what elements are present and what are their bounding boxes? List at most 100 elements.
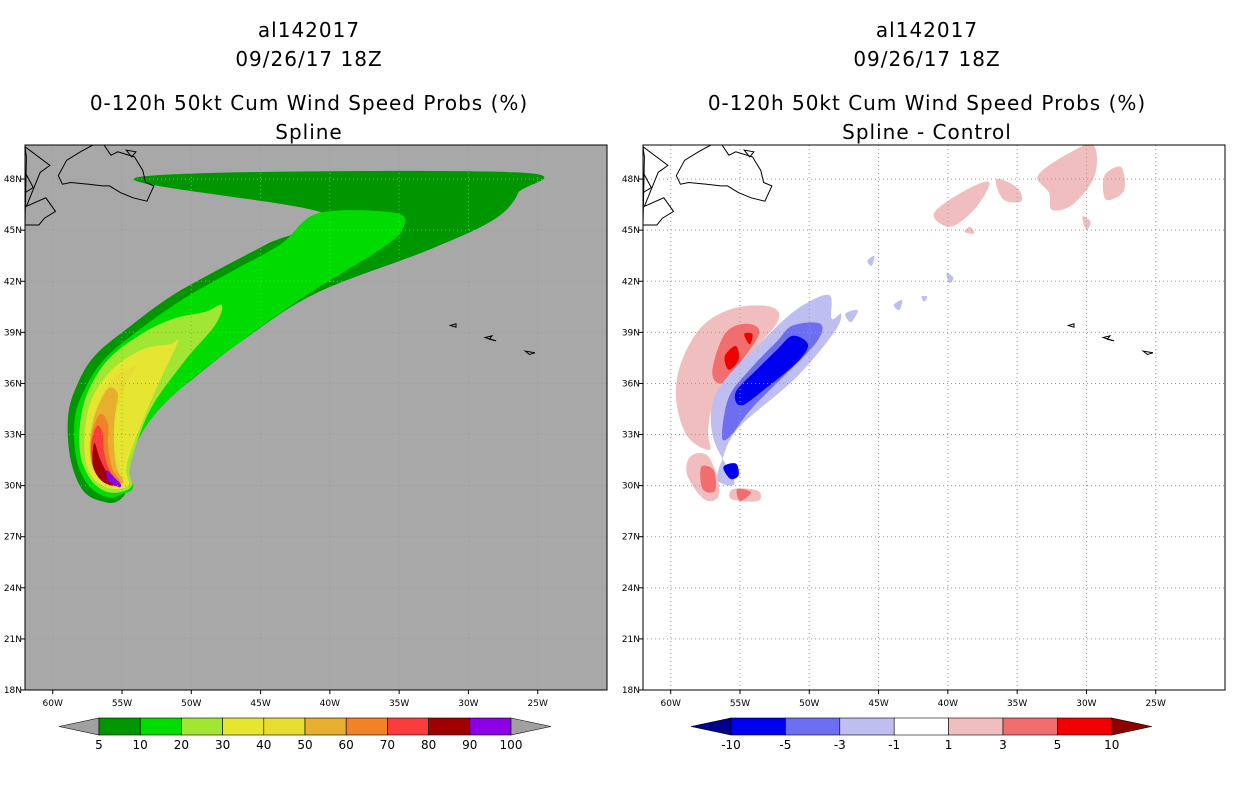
colorbar-label: -10	[721, 738, 741, 752]
y-tick-label: 30N	[622, 482, 640, 492]
colorbar-label: 70	[380, 738, 395, 752]
colorbar-label: 5	[95, 738, 103, 752]
contour-level-5	[724, 345, 740, 370]
coastline-segment	[107, 145, 110, 146]
x-tick-label: 40W	[320, 699, 340, 709]
contour-level-neg1	[893, 299, 903, 311]
colorbar-swatch	[730, 717, 786, 736]
colorbar-swatch	[304, 717, 347, 736]
colorbar-label: 60	[339, 738, 354, 752]
method-title: Spline	[275, 120, 343, 144]
contour-level-neg1	[921, 295, 928, 302]
y-tick-label: 21N	[4, 635, 22, 645]
product-title: 0-120h 50kt Cum Wind Speed Probs (%)	[89, 91, 529, 115]
colorbar-swatch	[785, 717, 841, 736]
contour-level-10	[74, 210, 406, 498]
colorbar-swatch	[469, 717, 512, 736]
y-tick-label: 36N	[622, 379, 640, 389]
x-tick-label: 25W	[528, 699, 548, 709]
contour-level-5	[744, 332, 753, 345]
colorbar-swatch	[948, 717, 1004, 736]
coastline-segment	[1066, 323, 1075, 328]
coastline-segment	[1101, 334, 1115, 342]
contour-layer	[675, 145, 1125, 502]
date-title: 09/26/17 18Z	[853, 47, 1001, 71]
y-tick-label: 45N	[4, 226, 22, 236]
y-tick-label: 18N	[622, 686, 640, 696]
contour-level-3	[700, 465, 717, 493]
contour-level-1	[933, 181, 990, 227]
y-tick-label: 39N	[622, 328, 640, 338]
x-tick-label: 35W	[1007, 699, 1027, 709]
contour-level-neg1	[867, 255, 875, 267]
x-tick-label: 45W	[868, 699, 888, 709]
coastline-segment	[725, 145, 728, 146]
coastline-segment	[25, 146, 57, 226]
contour-level-neg5	[723, 463, 739, 480]
colorbar-label: 1	[945, 738, 953, 752]
y-tick-label: 27N	[4, 533, 22, 543]
y-tick-label: 27N	[622, 533, 640, 543]
storm-id-title: al142017	[875, 18, 979, 42]
contour-level-1	[995, 178, 1023, 203]
y-tick-label: 42N	[622, 277, 640, 287]
date-title: 09/26/17 18Z	[235, 47, 383, 71]
left-panel: al142017 09/26/17 18Z 0-120h 50kt Cum Wi…	[4, 18, 608, 752]
y-tick-label: 33N	[4, 431, 22, 441]
colorbar-label: 90	[462, 738, 477, 752]
product-title: 0-120h 50kt Cum Wind Speed Probs (%)	[707, 91, 1147, 115]
x-tick-label: 60W	[43, 699, 63, 709]
coastline-segment	[742, 149, 755, 158]
right-panel: al142017 09/26/17 18Z 0-120h 50kt Cum Wi…	[618, 0, 1236, 800]
coastline-segment	[643, 172, 652, 194]
contour-level-neg1	[946, 272, 954, 284]
contour-level-1	[1037, 145, 1097, 211]
y-tick-label: 24N	[622, 584, 640, 594]
colorbar-swatch	[263, 717, 306, 736]
y-tick-label: 33N	[622, 431, 640, 441]
x-tick-label: 35W	[389, 699, 409, 709]
colorbar-label: 80	[421, 738, 436, 752]
colorbar-label: 10	[1104, 738, 1119, 752]
y-tick-label: 42N	[4, 277, 22, 287]
x-tick-label: 60W	[661, 699, 681, 709]
coastline-segment	[675, 145, 773, 202]
storm-id-title: al142017	[257, 18, 361, 42]
coastline-segment	[25, 172, 34, 194]
y-tick-label: 18N	[4, 686, 22, 696]
gridlines	[25, 145, 607, 690]
probability-map: 60W 55W 50W 45W 40W 35W 30W 25W 18N 21N 24N 27N 30N 3…	[4, 144, 608, 752]
colorbar-label: -1	[888, 738, 900, 752]
difference-map: 60W 55W 50W 45W 40W 35W 30W 25W 18N 21N 24N 27N 30N 3…	[622, 144, 1226, 752]
coastline	[643, 145, 1154, 356]
plot-frame	[24, 144, 608, 691]
colorbar-difference: -10 -5 -3 -1 1 3 5 10	[690, 717, 1152, 752]
coastline-segment	[1141, 350, 1154, 356]
colorbar-label: 50	[297, 738, 312, 752]
gridlines	[643, 145, 1225, 690]
colorbar-label: 40	[256, 738, 271, 752]
colorbar-label: 20	[174, 738, 189, 752]
x-tick-label: 40W	[938, 699, 958, 709]
coastline-segment	[643, 146, 675, 226]
x-tick-label: 55W	[112, 699, 132, 709]
colorbar-label: 3	[999, 738, 1007, 752]
coastline-segment	[483, 334, 497, 342]
colorbar-probabilities: 5 10 20 30 40 50 60 70 80 90 100	[58, 717, 552, 752]
y-tick-label: 30N	[4, 482, 22, 492]
y-tick-label: 48N	[622, 175, 640, 185]
contour-level-1	[1102, 166, 1125, 201]
x-tick-label: 25W	[1146, 699, 1166, 709]
x-tick-label: 30W	[458, 699, 478, 709]
colorbar-label: 100	[500, 738, 523, 752]
x-tick-label: 55W	[730, 699, 750, 709]
coastline-segment	[57, 145, 155, 202]
colorbar-swatch	[345, 717, 388, 736]
colorbar-swatch	[1002, 717, 1058, 736]
coastline-segment	[124, 149, 137, 158]
contour-level-1	[1082, 216, 1091, 231]
colorbar-swatch	[98, 717, 141, 736]
method-title: Spline - Control	[842, 120, 1012, 144]
y-tick-label: 45N	[622, 226, 640, 236]
x-tick-label: 30W	[1076, 699, 1096, 709]
